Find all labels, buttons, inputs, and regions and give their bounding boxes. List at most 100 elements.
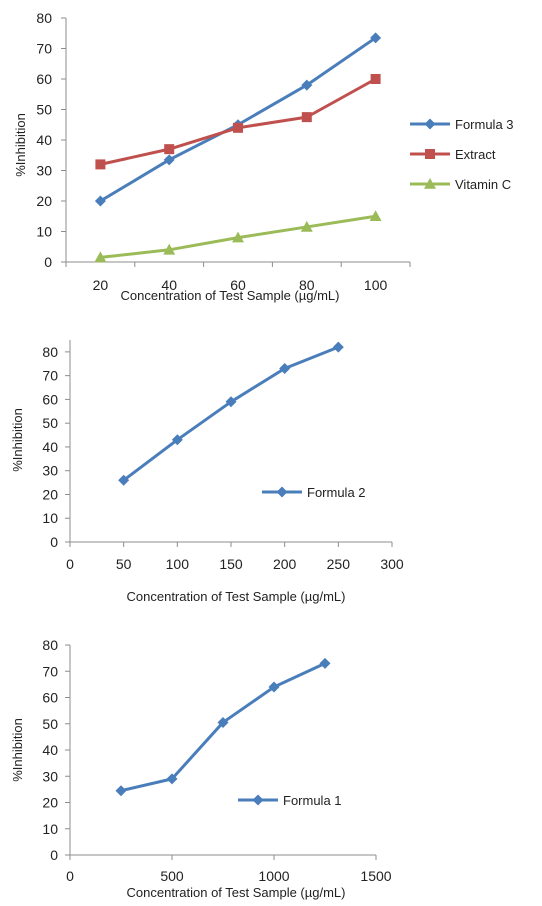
- chart3-x-tick-label: 1000: [258, 868, 289, 884]
- chart3-x-tick-label: 0: [66, 868, 74, 884]
- formula-1-point: [166, 773, 178, 785]
- formula-1-point: [217, 716, 229, 728]
- chart3-series: [115, 657, 331, 797]
- chart1-axes: [65, 18, 410, 263]
- chart3-y-tick-label: 80: [42, 637, 58, 653]
- chart2-y-tick-label: 50: [42, 415, 58, 431]
- chart1-y-tick-label: 60: [36, 71, 52, 87]
- chart2-y-tick-label: 10: [42, 510, 58, 526]
- chart2-y-tick-label: 40: [42, 439, 58, 455]
- chart2-y-axis-title: %Inhibition: [10, 408, 25, 472]
- chart3-legend: Formula 1: [238, 793, 342, 808]
- chart1-y-tick-label: 40: [36, 132, 52, 148]
- formula-2-point: [332, 341, 344, 353]
- formula-2-point: [225, 396, 237, 408]
- chart2-x-tick-label: 150: [219, 556, 243, 572]
- chart2-x-tick-label: 300: [380, 556, 404, 572]
- chart3-x-tick-label: 1500: [360, 868, 391, 884]
- formula-3-point: [301, 79, 313, 91]
- chart1-y-tick-label: 70: [36, 41, 52, 57]
- chart-formula3-extract-vitc: 0 10 20 30 40 50 60 70 80 20 40 60 80 100 Concentrat…: [13, 10, 514, 303]
- chart1-y-tick-label: 10: [36, 224, 52, 240]
- chart3-y-ticks: 0 10 20 30 40 50 60 70 80: [42, 637, 70, 863]
- chart1-y-tick-label: 20: [36, 193, 52, 209]
- chart3-y-tick-label: 70: [42, 663, 58, 679]
- vitamin-c-point: [369, 210, 382, 222]
- chart3-x-axis-title: Concentration of Test Sample (µg/mL): [127, 885, 346, 900]
- chart3-y-tick-label: 50: [42, 716, 58, 732]
- chart2-y-tick-label: 30: [42, 463, 58, 479]
- formula-1-point: [319, 657, 331, 669]
- chart2-y-tick-label: 60: [42, 391, 58, 407]
- vitamin-c-point: [163, 243, 176, 255]
- formula-1-legend-label: Formula 1: [283, 793, 342, 808]
- formula-2-legend-label: Formula 2: [307, 485, 366, 500]
- chart3-y-axis-title: %Inhibition: [10, 718, 25, 782]
- chart3-y-tick-label: 10: [42, 821, 58, 837]
- chart1-x-ticks: 20 40 60 80 100: [65, 262, 411, 293]
- chart3-y-tick-label: 20: [42, 795, 58, 811]
- chart2-y-ticks: 0 10 20 30 40 50 60 70 80: [42, 344, 70, 550]
- chart2-y-tick-label: 80: [42, 344, 58, 360]
- chart1-y-tick-label: 30: [36, 163, 52, 179]
- chart2-x-tick-label: 100: [166, 556, 190, 572]
- extract-legend-label: Extract: [455, 147, 496, 162]
- extract-point: [95, 159, 106, 170]
- vitamin-c-point: [94, 251, 107, 263]
- chart3-y-tick-label: 30: [42, 768, 58, 784]
- chart2-x-ticks: 0 50 100 150 200 250 300: [66, 542, 404, 572]
- chart3-y-tick-label: 0: [50, 847, 58, 863]
- chart3-x-ticks: 0 500 1000 1500: [66, 855, 392, 884]
- extract-point: [233, 122, 243, 133]
- formula-2-point: [171, 434, 183, 446]
- chart2-y-tick-label: 70: [42, 368, 58, 384]
- vitamin-c-legend-label: Vitamin C: [455, 177, 511, 192]
- formula-3-legend-marker: [424, 118, 436, 130]
- chart3-x-tick-label: 500: [160, 868, 184, 884]
- extract-point: [301, 112, 312, 123]
- chart1-x-tick-label: 60: [230, 277, 246, 293]
- formula-3-legend-label: Formula 3: [455, 117, 514, 132]
- chart1-y-tick-label: 0: [44, 254, 52, 270]
- chart-formula2: 0 10 20 30 40 50 60 70 80 0 50 100 150 200 250 300 Con…: [10, 340, 404, 604]
- formula-1-point: [268, 681, 280, 693]
- formula-2-point: [118, 474, 130, 486]
- chart2-x-axis-title: Concentration of Test Sample (µg/mL): [127, 589, 346, 604]
- chart2-legend: Formula 2: [262, 485, 366, 500]
- vitamin-c-point: [232, 231, 244, 243]
- chart1-y-tick-label: 80: [36, 10, 52, 26]
- chart1-y-tick-label: 50: [36, 102, 52, 118]
- chart2-y-tick-label: 20: [42, 486, 58, 502]
- chart1-series: [94, 32, 382, 263]
- chart1-x-tick-label: 100: [364, 277, 388, 293]
- formula-2-line: [122, 345, 339, 482]
- formula-2-legend-marker: [276, 486, 288, 498]
- extract-legend-marker: [425, 149, 435, 159]
- formula-1-point: [115, 785, 127, 797]
- formula-3-point: [163, 154, 175, 166]
- chart2-axes: [69, 340, 392, 543]
- chart2-x-tick-label: 250: [327, 556, 351, 572]
- chart3-y-tick-label: 60: [42, 690, 58, 706]
- formula-3-point: [370, 32, 382, 44]
- formula-2-point: [279, 363, 291, 375]
- formula-1-legend-marker: [252, 794, 264, 806]
- formula-3-point: [94, 195, 106, 207]
- chart2-x-tick-label: 0: [66, 556, 74, 572]
- chart1-x-axis-title: Concentration of Test Sample (µg/mL): [121, 288, 340, 303]
- chart1-y-ticks: 0 10 20 30 40 50 60 70 80: [36, 10, 66, 270]
- extract-point: [164, 144, 175, 155]
- vitamin-c-legend-marker: [424, 178, 436, 189]
- chart2-series: [118, 341, 344, 486]
- chart2-x-tick-label: 200: [273, 556, 297, 572]
- chart2-y-tick-label: 0: [50, 534, 58, 550]
- extract-point: [370, 74, 381, 84]
- chart3-axes: [69, 645, 376, 856]
- chart1-legend: Formula 3 Extract Vitamin C: [410, 117, 514, 192]
- chart1-x-tick-label: 20: [93, 277, 109, 293]
- chart-formula1: 0 10 20 30 40 50 60 70 80 0 500 1000 1500 Concentra…: [10, 637, 392, 900]
- chart3-y-tick-label: 40: [42, 742, 58, 758]
- chart2-x-tick-label: 50: [116, 556, 132, 572]
- chart1-x-tick-label: 80: [299, 277, 315, 293]
